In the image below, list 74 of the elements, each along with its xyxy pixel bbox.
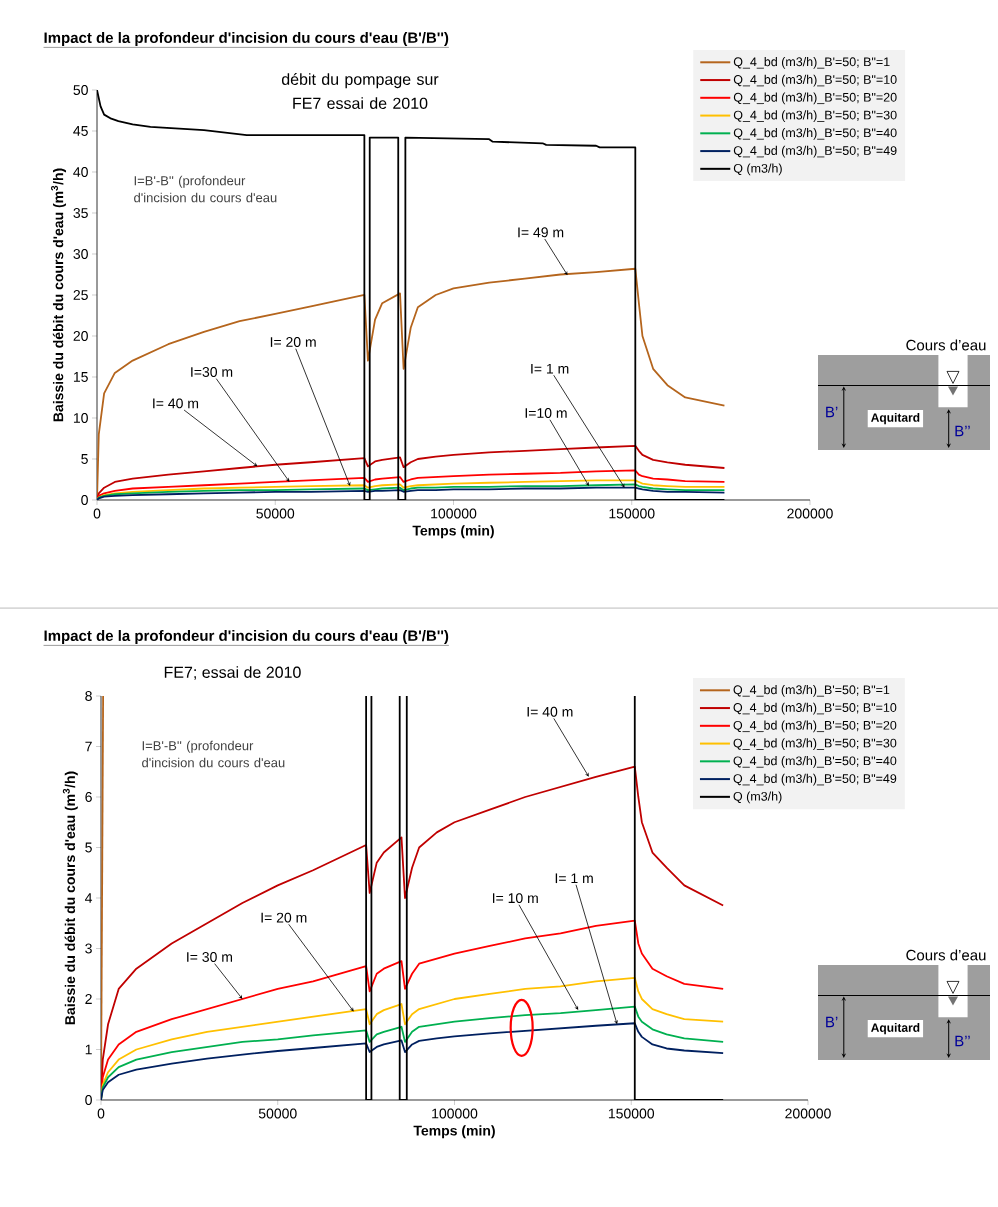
legend-label: Q_4_bd (m3/h)_B'=50; B"=1 [733,685,890,697]
y-tick-label: 0 [81,495,88,505]
legend-label: Q_4_bd (m3/h)_B'=50; B"=30 [733,738,897,750]
y-tick-label: 3 [85,943,92,954]
y-tick-label: 5 [85,842,92,853]
text: Aquitard [871,413,920,425]
text: Cours d’eau [906,949,986,961]
legend-label: Q (m3/h) [733,791,782,804]
y-tick-label: 50 [73,85,88,95]
annotation: I= 20 m [261,912,307,923]
x-tick-label: 50000 [258,1108,297,1119]
annotation: I= 40 m [527,706,573,717]
text: Cours d’eau [906,339,986,351]
annotation: I= 49 m [518,227,564,238]
x-tick-label: 200000 [787,508,833,519]
x-tick-label: 0 [97,1108,105,1119]
text: B’’ [955,1035,970,1047]
x-tick-label: 150000 [609,508,655,519]
y-tick-label: 5 [81,454,88,464]
y-tick-label: 10 [73,413,88,423]
annotation: I=B'-B'' (profondeur d'incision du cours d'eau [134,175,277,203]
text: B’ [826,1016,838,1028]
x-tick-label: 150000 [608,1108,655,1119]
y-tick-label: 6 [85,792,92,802]
legend-label: Q_4_bd (m3/h)_B'=50; B"=1 [733,57,890,69]
legend-label: Q_4_bd (m3/h)_B'=50; B"=49 [733,773,897,786]
y-tick-label: 1 [85,1044,92,1055]
y-tick-label: 20 [73,331,88,341]
y-tick-label: 30 [73,249,88,259]
x-axis-title: Temps (min) [412,525,494,539]
legend-label: Q_4_bd (m3/h)_B'=50; B"=10 [733,74,897,87]
legend-label: Q_4_bd (m3/h)_B'=50; B"=20 [733,92,897,105]
x-axis-title: Temps (min) [413,1125,495,1139]
y-tick-label: 40 [73,167,88,177]
x-tick-label: 100000 [431,508,477,519]
legend-label: Q_4_bd (m3/h)_B'=50; B"=40 [733,128,897,140]
annotation: I= 10 m [492,893,538,904]
y-tick-label: 45 [73,126,88,136]
legend-label: Q_4_bd (m3/h)_B'=50; B"=40 [733,756,897,768]
legend-label: Q_4_bd (m3/h)_B'=50; B"=49 [733,145,897,158]
legend-label: Q (m3/h) [733,163,782,176]
y-axis-title: Baissie du débit du cours d'eau (m$^{3}$/h) [62,771,78,1025]
annotation: I=B'-B'' (profondeur d'incision du cours d'eau [142,740,285,768]
y-tick-label: 7 [85,741,92,752]
legend-label: Q_4_bd (m3/h)_B'=50; B"=20 [733,720,897,733]
y-tick-label: 15 [73,372,88,382]
x-tick-label: 200000 [785,1108,831,1119]
y-tick-label: 0 [85,1095,92,1105]
y-tick-label: 35 [73,208,88,218]
x-tick-label: 0 [93,508,101,519]
y-axis-title: Baissie du débit du cours d'eau (m$^{3}$/h) [51,168,67,422]
text: B’ [826,406,838,418]
line-series [97,444,726,500]
y-tick-label: 2 [85,994,92,1004]
annotation: I= 1 m [555,873,593,884]
y-tick-label: 4 [84,893,93,903]
chart-subtitle: FE7; essai de 2010 [164,666,301,680]
annotation: I= 30 m [187,952,233,962]
text: Aquitard [871,1023,920,1035]
annotation: I= 1 m [531,363,569,374]
legend-label: Q_4_bd (m3/h)_B'=50; B"=30 [733,110,897,122]
chart-subtitle: débit du pompage sur FE7 essai de 2010 [281,73,439,109]
chart-title: Impact de la profondeur d'incision du cours d'eau (B'/B'') [44,32,449,46]
legend-label: Q_4_bd (m3/h)_B'=50; B"=10 [733,702,897,715]
y-tick-label: 25 [73,290,88,300]
x-tick-label: 100000 [432,1108,478,1119]
annotation: I= 20 m [270,337,316,348]
text: B’’ [955,425,970,437]
x-tick-label: 50000 [256,508,295,519]
annotation: I=10 m [525,408,567,419]
chart-title: Impact de la profondeur d'incision du cours d'eau (B'/B'') [44,630,449,644]
annotation: I= 40 m [153,398,199,409]
annotation: I=30 m [191,366,233,377]
y-tick-label: 8 [85,691,92,701]
